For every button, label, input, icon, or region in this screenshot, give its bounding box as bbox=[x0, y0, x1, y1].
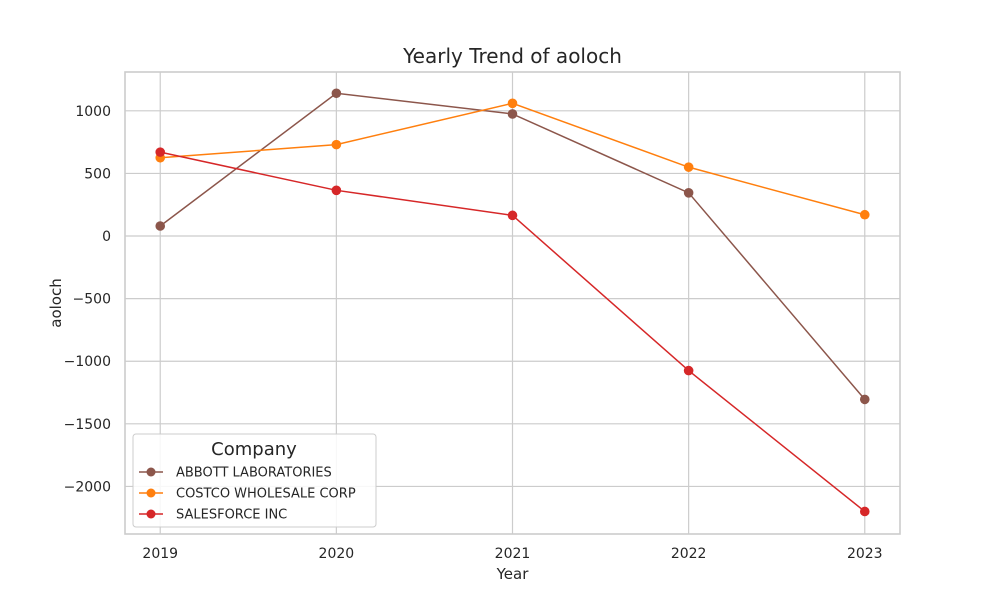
plot-frame bbox=[124, 71, 901, 535]
x-tick-label: 2023 bbox=[847, 546, 883, 562]
data-point bbox=[331, 185, 342, 196]
data-point bbox=[155, 147, 166, 157]
x-axis-label: Year bbox=[496, 565, 530, 583]
data-point bbox=[331, 139, 342, 150]
legend-title: Company bbox=[211, 439, 297, 460]
chart-title: Yearly Trend of aoloch bbox=[402, 44, 622, 68]
legend-item: SALESFORCE INC bbox=[139, 508, 287, 523]
legend-label: COSTCO WHOLESALE CORP bbox=[176, 487, 356, 502]
series-group bbox=[155, 147, 870, 517]
x-tick-label: 2019 bbox=[142, 546, 178, 562]
tick-labels: 2019 2020 2021 2022 2023 1000 500 0 −500 −1000 −15… bbox=[64, 104, 883, 562]
x-tick-label: 2022 bbox=[671, 546, 707, 562]
legend: Company ABBOTT LABORATORIES COSTCO WHOLES… bbox=[132, 433, 377, 528]
legend-marker bbox=[146, 509, 156, 519]
data-point bbox=[859, 394, 870, 405]
y-tick-label: −500 bbox=[73, 292, 111, 308]
series-layer bbox=[155, 88, 870, 517]
data-point bbox=[507, 109, 518, 119]
data-point bbox=[507, 98, 518, 109]
legend-item: ABBOTT LABORATORIES bbox=[139, 466, 332, 481]
x-tick-label: 2021 bbox=[495, 546, 531, 562]
data-point bbox=[331, 88, 342, 99]
x-tick-label: 2020 bbox=[319, 546, 355, 562]
y-tick-label: −1500 bbox=[64, 417, 111, 433]
y-tick-label: 1000 bbox=[75, 104, 111, 120]
data-point bbox=[683, 188, 694, 198]
y-axis-label: aoloch bbox=[47, 278, 65, 327]
data-point bbox=[859, 506, 870, 517]
data-point bbox=[859, 209, 870, 220]
data-point bbox=[683, 162, 694, 172]
legend-label: SALESFORCE INC bbox=[176, 508, 287, 523]
legend-box bbox=[132, 433, 377, 528]
data-point bbox=[683, 365, 694, 376]
data-point bbox=[507, 210, 518, 221]
data-point bbox=[155, 221, 166, 231]
legend-marker bbox=[146, 467, 156, 477]
series-group bbox=[155, 88, 870, 405]
legend-item: COSTCO WHOLESALE CORP bbox=[139, 487, 356, 502]
y-tick-label: −1000 bbox=[64, 354, 111, 370]
y-tick-label: 0 bbox=[102, 229, 111, 245]
legend-label: ABBOTT LABORATORIES bbox=[176, 466, 332, 481]
legend-items: ABBOTT LABORATORIES COSTCO WHOLESALE CORP… bbox=[139, 466, 356, 523]
y-tick-label: 500 bbox=[84, 166, 111, 182]
legend-marker bbox=[146, 488, 156, 498]
y-tick-label: −2000 bbox=[64, 479, 111, 495]
